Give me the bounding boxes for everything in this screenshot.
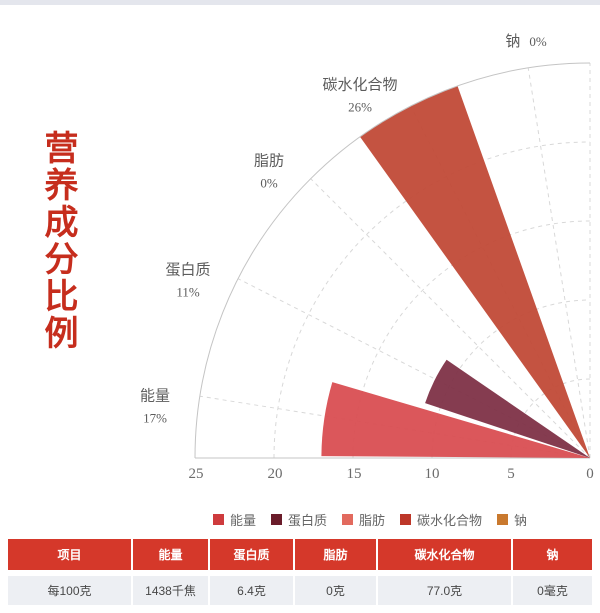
chart-legend: 能量 蛋白质 脂肪 碳水化合物 钠 — [140, 510, 600, 528]
cell-fat-value: 0克 — [295, 576, 376, 605]
legend-swatch-protein — [270, 513, 282, 525]
legend-item-fat[interactable]: 脂肪 — [341, 510, 385, 529]
table-header-row: 项目 能量 蛋白质 脂肪 碳水化合物 钠 — [8, 539, 592, 570]
label-energy: 能量 17% — [140, 389, 170, 426]
grid-arc-15 — [352, 220, 591, 459]
label-fat-pct: 0% — [260, 175, 278, 191]
label-protein: 蛋白质 11% — [165, 263, 210, 300]
axis-tick-20: 20 — [267, 466, 283, 482]
label-protein-pct: 11% — [176, 284, 200, 300]
label-carbs-pct: 26% — [348, 99, 372, 115]
axis-tick-5: 5 — [507, 466, 515, 482]
label-sodium-pct: 0% — [529, 34, 547, 49]
cell-sodium-value: 0毫克 — [513, 576, 592, 605]
nutrition-table: 项目 能量 蛋白质 脂肪 碳水化合物 钠 每100克 1438千焦 6.4克 0… — [8, 539, 592, 605]
cell-protein-value: 6.4克 — [210, 576, 293, 605]
legend-label-carbs: 碳水化合物 — [417, 512, 483, 528]
legend-swatch-fat — [341, 513, 353, 525]
label-sodium: 钠 0% — [505, 34, 546, 50]
legend-label-energy: 能量 — [229, 512, 256, 528]
outer-arc — [194, 62, 591, 459]
grid-radial-45 — [310, 178, 591, 459]
table-data-row: 每100克 1438千焦 6.4克 0克 77.0克 0毫克 — [8, 576, 592, 605]
legend-item-energy[interactable]: 能量 — [212, 510, 256, 529]
legend-label-protein: 蛋白质 — [287, 512, 327, 528]
header-cell-item: 项目 — [8, 539, 131, 570]
legend-item-carbs[interactable]: 碳水化合物 — [400, 510, 482, 529]
fan-wedge-1[interactable] — [425, 359, 590, 458]
cell-carbs-value: 77.0克 — [378, 576, 511, 605]
axis-tick-0: 0 — [586, 466, 594, 482]
fan-wedge-0[interactable] — [321, 382, 590, 458]
header-cell-fat: 脂肪 — [295, 539, 376, 570]
fan-wedge-3[interactable] — [360, 85, 590, 459]
label-energy-name: 能量 — [139, 388, 171, 405]
label-carbs-name: 碳水化合物 — [322, 77, 398, 94]
grid-radial-81 — [527, 67, 591, 459]
label-carbs: 碳水化合物 26% — [322, 78, 397, 115]
axis-tick-25: 25 — [188, 466, 204, 482]
header-cell-carbs: 碳水化合物 — [378, 539, 511, 570]
legend-swatch-sodium — [497, 513, 509, 525]
fan-chart-canvas — [194, 62, 591, 459]
legend-label-fat: 脂肪 — [358, 512, 385, 528]
legend-label-sodium: 钠 — [514, 512, 528, 528]
label-fat-name: 脂肪 — [253, 153, 285, 170]
axis-tick-15: 15 — [346, 466, 362, 482]
label-energy-pct: 17% — [143, 410, 167, 426]
header-cell-protein: 蛋白质 — [210, 539, 293, 570]
cell-per-100g: 每100克 — [8, 576, 131, 605]
label-sodium-name: 钠 — [505, 34, 521, 50]
header-cell-sodium: 钠 — [513, 539, 592, 570]
axis-tick-10: 10 — [424, 466, 440, 482]
top-strip — [0, 0, 600, 5]
legend-item-protein[interactable]: 蛋白质 — [270, 510, 327, 529]
header-cell-energy: 能量 — [133, 539, 208, 570]
cell-energy-value: 1438千焦 — [133, 576, 208, 605]
legend-swatch-energy — [212, 513, 224, 525]
legend-item-sodium[interactable]: 钠 — [497, 510, 527, 529]
label-protein-name: 蛋白质 — [165, 262, 211, 279]
label-fat: 脂肪 0% — [254, 154, 284, 191]
legend-swatch-carbs — [400, 513, 411, 525]
nutrition-fan-chart: 能量 17% 蛋白质 11% 脂肪 0% 碳水化合物 26% 钠 0% 25 2… — [140, 34, 600, 528]
page-title: 营养成分比例 — [39, 130, 77, 352]
